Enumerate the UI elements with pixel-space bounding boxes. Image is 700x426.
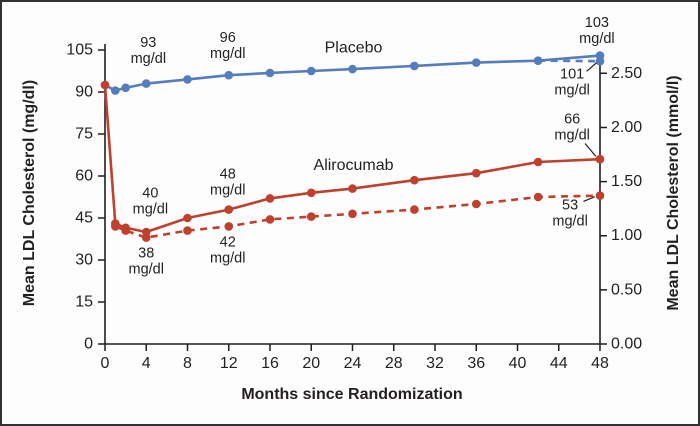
x-axis-title: Months since Randomization bbox=[241, 386, 463, 403]
label-40: 40 mg/dl bbox=[133, 185, 168, 217]
data-point-alirocumab-dashed bbox=[410, 205, 419, 214]
y-left-tick-label: 105 bbox=[66, 42, 93, 59]
y-right-tick-label: 0.00 bbox=[611, 336, 642, 353]
y-left-tick-label: 0 bbox=[84, 336, 93, 353]
data-point-alirocumab-dashed bbox=[595, 191, 605, 200]
y-right-tick-label: 2.50 bbox=[611, 65, 642, 82]
series-line-placebo-dashed bbox=[538, 59, 601, 63]
x-tick-label: 36 bbox=[467, 355, 485, 372]
label-53: 53 mg/dl bbox=[552, 197, 587, 229]
data-point-alirocumab-dashed bbox=[348, 209, 357, 219]
data-point-placebo-solid bbox=[183, 75, 192, 84]
data-point-placebo-solid bbox=[265, 68, 275, 78]
label-103: 103 mg/dl bbox=[579, 15, 614, 47]
data-point-alirocumab-solid bbox=[410, 175, 419, 185]
data-point-alirocumab-dashed bbox=[121, 226, 130, 235]
x-tick-label: 40 bbox=[509, 355, 527, 372]
data-point-alirocumab-dashed bbox=[141, 233, 151, 242]
x-tick-label: 32 bbox=[426, 355, 444, 372]
data-point-alirocumab-dashed bbox=[265, 215, 275, 224]
y-right-tick-label: 2.00 bbox=[611, 119, 642, 136]
data-point-placebo-solid bbox=[306, 66, 316, 76]
series-label-placebo: Placebo bbox=[325, 39, 383, 56]
data-point-alirocumab-dashed bbox=[224, 222, 234, 231]
x-tick-label: 24 bbox=[344, 355, 362, 372]
y-left-tick-label: 30 bbox=[75, 252, 93, 269]
x-tick-label: 28 bbox=[385, 355, 403, 372]
label-38: 38 mg/dl bbox=[129, 246, 164, 278]
data-point-alirocumab-solid bbox=[306, 188, 316, 198]
x-tick-label: 44 bbox=[550, 355, 568, 372]
data-point-alirocumab-dashed bbox=[306, 212, 316, 221]
data-point-placebo-dashed bbox=[533, 56, 543, 65]
data-point-placebo-solid bbox=[141, 79, 151, 88]
y-axis-title-right: Mean LDL Cholesterol (mmol/l) bbox=[665, 75, 682, 311]
x-tick-label: 0 bbox=[101, 355, 110, 372]
y-left-tick-label: 45 bbox=[75, 210, 93, 227]
label-101: 101 mg/dl bbox=[554, 67, 589, 99]
series-label-alirocumab: Alirocumab bbox=[314, 156, 394, 173]
data-point-alirocumab-solid bbox=[183, 213, 192, 223]
data-point-alirocumab-solid bbox=[471, 168, 481, 178]
y-left-tick-label: 60 bbox=[75, 168, 93, 185]
data-point-alirocumab-solid bbox=[595, 154, 605, 164]
data-point-placebo-solid bbox=[224, 70, 234, 80]
data-point-placebo-solid bbox=[348, 64, 357, 74]
x-tick-label: 4 bbox=[142, 355, 151, 372]
y-axis-title-left: Mean LDL Cholesterol (mg/dl) bbox=[21, 79, 38, 307]
data-point-alirocumab-solid bbox=[348, 184, 357, 193]
data-point-placebo-solid bbox=[121, 83, 130, 93]
y-left-tick-label: 15 bbox=[75, 294, 93, 311]
callout-101 bbox=[586, 62, 597, 72]
y-left-tick-label: 75 bbox=[75, 126, 93, 143]
data-point-alirocumab-solid bbox=[533, 157, 543, 167]
data-point-alirocumab-solid bbox=[265, 194, 275, 203]
callout-53 bbox=[583, 196, 596, 203]
y-right-tick-label: 1.00 bbox=[611, 227, 642, 244]
x-tick-label: 20 bbox=[302, 355, 320, 372]
y-left-tick-label: 90 bbox=[75, 84, 93, 101]
data-point-placebo-dashed bbox=[595, 56, 605, 66]
data-point-placebo-solid bbox=[471, 58, 481, 67]
tick-marks bbox=[98, 49, 607, 351]
x-tick-label: 12 bbox=[220, 355, 238, 372]
x-tick-label: 8 bbox=[183, 355, 192, 372]
data-point-alirocumab-dashed bbox=[111, 222, 120, 231]
label-93: 93 mg/dl bbox=[131, 35, 166, 67]
y-right-tick-label: 1.50 bbox=[611, 173, 642, 190]
data-point-alirocumab-dashed bbox=[183, 226, 192, 235]
axis-spines bbox=[104, 44, 601, 345]
x-tick-label: 16 bbox=[261, 355, 279, 372]
data-point-alirocumab-solid bbox=[224, 205, 234, 214]
label-96: 96 mg/dl bbox=[210, 30, 245, 62]
x-tick-label: 48 bbox=[591, 355, 609, 372]
data-point-placebo-solid bbox=[410, 61, 419, 71]
data-point-placebo-solid bbox=[111, 86, 120, 95]
data-point-alirocumab-solid bbox=[100, 80, 110, 90]
data-point-alirocumab-dashed bbox=[471, 199, 481, 209]
label-48: 48 mg/dl bbox=[210, 166, 245, 198]
data-point-alirocumab-dashed bbox=[533, 192, 543, 202]
y-right-tick-label: 0.50 bbox=[611, 281, 642, 298]
callout-66 bbox=[584, 143, 597, 157]
label-42: 42 mg/dl bbox=[210, 234, 245, 266]
label-66: 66 mg/dl bbox=[554, 111, 589, 143]
